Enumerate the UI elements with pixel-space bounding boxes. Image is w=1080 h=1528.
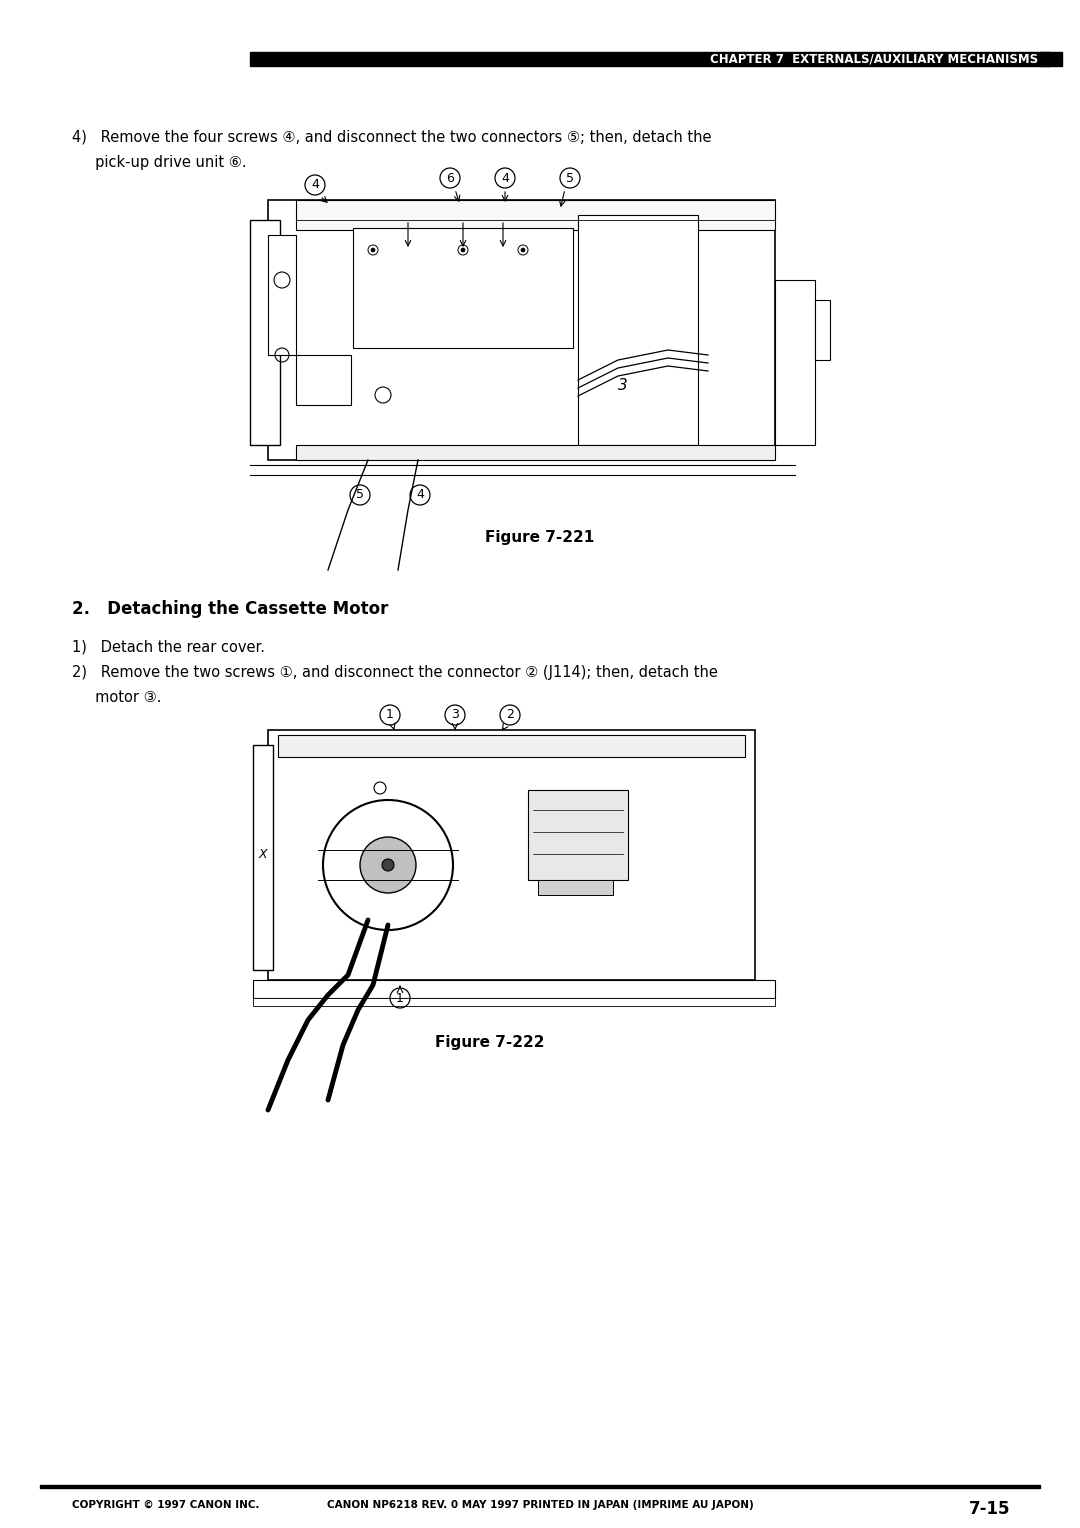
Text: 5: 5 [566, 171, 573, 185]
Circle shape [461, 248, 465, 252]
Text: motor ③.: motor ③. [72, 691, 162, 704]
Bar [1040, 52, 1062, 66]
Text: 2)   Remove the two screws ①, and disconnect the connector ② (J114); then, detac: 2) Remove the two screws ①, and disconne… [72, 665, 718, 680]
Text: 5: 5 [356, 489, 364, 501]
Bar [249, 52, 1050, 66]
Bar [528, 790, 627, 880]
Bar [578, 215, 698, 445]
Text: 4)   Remove the four screws ④, and disconnect the two connectors ⑤; then, detach: 4) Remove the four screws ④, and disconn… [72, 130, 712, 145]
Text: 1)   Detach the rear cover.: 1) Detach the rear cover. [72, 640, 265, 656]
Circle shape [372, 248, 375, 252]
Text: 7-15: 7-15 [969, 1500, 1010, 1517]
Bar [268, 200, 775, 460]
Text: 1: 1 [396, 992, 404, 1004]
Bar [296, 445, 775, 460]
Text: CANON NP6218 REV. 0 MAY 1997 PRINTED IN JAPAN (IMPRIME AU JAPON): CANON NP6218 REV. 0 MAY 1997 PRINTED IN … [326, 1500, 754, 1510]
Bar [538, 880, 613, 895]
Text: 3: 3 [451, 709, 459, 721]
Text: 3: 3 [618, 377, 627, 393]
Bar [253, 998, 775, 1005]
Text: 4: 4 [501, 171, 509, 185]
Bar [268, 235, 296, 354]
Text: CHAPTER 7  EXTERNALS/AUXILIARY MECHANISMS: CHAPTER 7 EXTERNALS/AUXILIARY MECHANISMS [710, 52, 1038, 66]
Text: 4: 4 [416, 489, 424, 501]
Bar [253, 746, 273, 970]
Text: pick-up drive unit ⑥.: pick-up drive unit ⑥. [72, 154, 246, 170]
Bar [815, 299, 831, 361]
Bar [278, 735, 745, 756]
Text: Figure 7-221: Figure 7-221 [485, 530, 595, 545]
Bar [296, 354, 351, 405]
Bar [40, 1485, 1040, 1487]
Bar [296, 200, 775, 231]
Text: 2: 2 [507, 709, 514, 721]
Text: 6: 6 [446, 171, 454, 185]
Text: 2.   Detaching the Cassette Motor: 2. Detaching the Cassette Motor [72, 601, 389, 617]
Circle shape [360, 837, 416, 892]
Bar [253, 979, 775, 998]
Circle shape [382, 859, 394, 871]
Bar [268, 730, 755, 979]
Text: 1: 1 [386, 709, 394, 721]
Text: COPYRIGHT © 1997 CANON INC.: COPYRIGHT © 1997 CANON INC. [72, 1500, 259, 1510]
Bar [353, 228, 573, 348]
Circle shape [521, 248, 525, 252]
Text: Figure 7-222: Figure 7-222 [435, 1034, 544, 1050]
Text: X: X [259, 848, 268, 862]
Bar [249, 220, 280, 445]
Text: 4: 4 [311, 179, 319, 191]
Bar [775, 280, 815, 445]
